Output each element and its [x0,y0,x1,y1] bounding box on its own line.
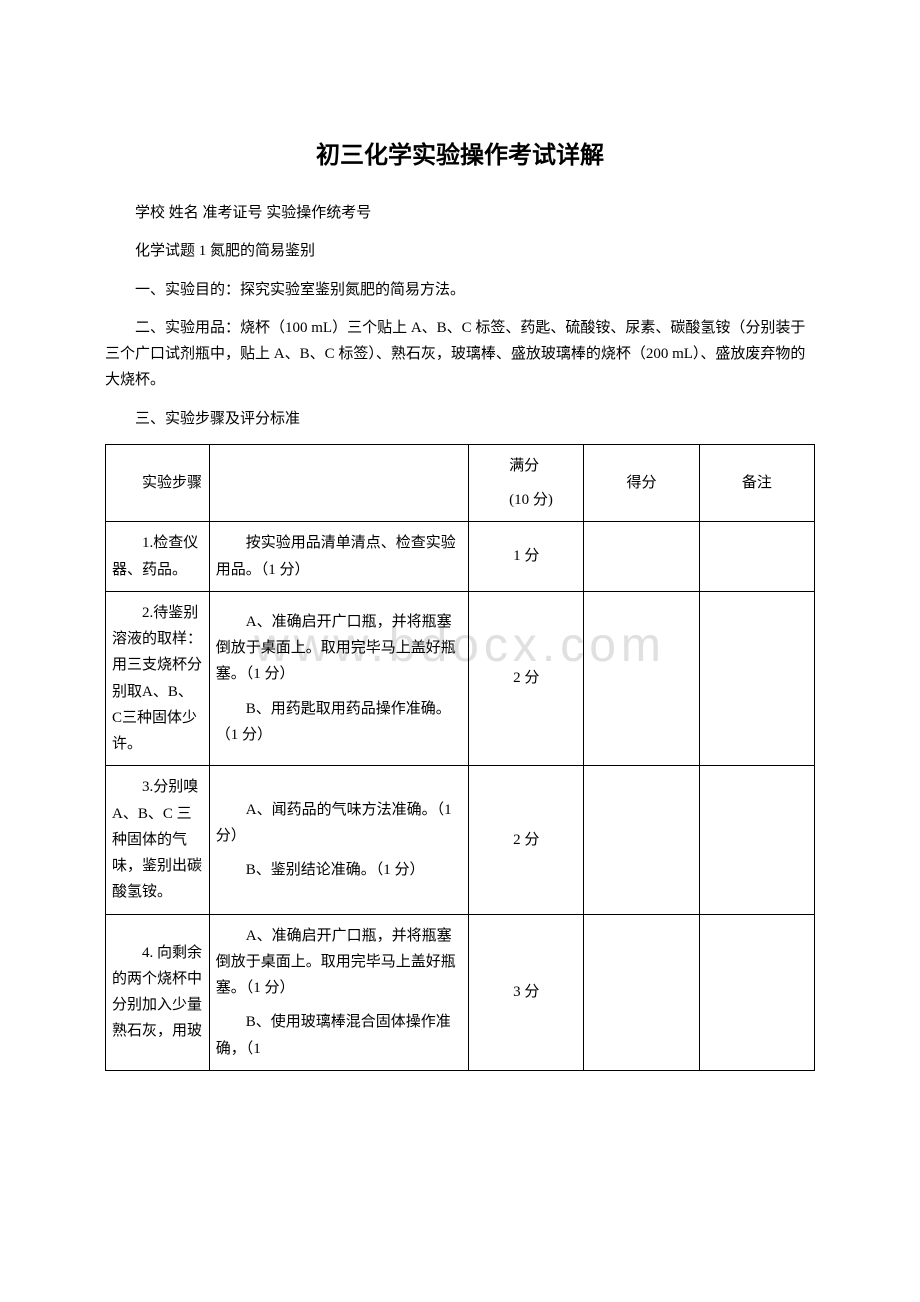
table-row: 1.检查仪器、药品。 按实验用品清单清点、检查实验用品。（1 分） 1 分 [106,522,815,592]
actual-cell [584,522,699,592]
table-row: 3.分别嗅 A、B、C 三种固体的气味，鉴别出碳酸氢铵。 A、闻药品的气味方法准… [106,766,815,914]
step-cell: 1.检查仪器、药品。 [106,522,210,592]
page-title: 初三化学实验操作考试详解 [105,135,815,170]
actual-cell [584,591,699,766]
step-cell: 4. 向剩余的两个烧杯中分别加入少量熟石灰，用玻 [106,914,210,1070]
subject-line: 化学试题 1 氮肥的简易鉴别 [105,238,815,264]
score-cell: 3 分 [469,914,584,1070]
section-materials: 二、实验用品：烧杯（100 mL）三个贴上 A、B、C 标签、药匙、硫酸铵、尿素… [105,315,815,394]
actual-cell [584,914,699,1070]
note-cell [699,766,814,914]
desc-cell: A、准确启开广口瓶，并将瓶塞倒放于桌面上。取用完毕马上盖好瓶塞。（1 分） B、… [209,591,468,766]
score-cell: 1 分 [469,522,584,592]
header-desc [209,444,468,522]
section-steps-header: 三、实验步骤及评分标准 [105,406,815,432]
table-row: 2.待鉴别溶液的取样：用三支烧杯分别取A、B、C三种固体少许。 A、准确启开广口… [106,591,815,766]
scoring-table: 实验步骤 满分 (10 分) 得分 备注 1.检查仪器、药品。 按实验用品清单清… [105,444,815,1071]
actual-cell [584,766,699,914]
note-cell [699,591,814,766]
header-actual-score: 得分 [584,444,699,522]
header-note: 备注 [699,444,814,522]
table-header-row: 实验步骤 满分 (10 分) 得分 备注 [106,444,815,522]
desc-cell: 按实验用品清单清点、检查实验用品。（1 分） [209,522,468,592]
table-row: 4. 向剩余的两个烧杯中分别加入少量熟石灰，用玻 A、准确启开广口瓶，并将瓶塞倒… [106,914,815,1070]
desc-cell: A、闻药品的气味方法准确。（1 分） B、鉴别结论准确。（1 分） [209,766,468,914]
meta-info: 学校 姓名 准考证号 实验操作统考号 [105,200,815,226]
score-cell: 2 分 [469,591,584,766]
desc-cell: A、准确启开广口瓶，并将瓶塞倒放于桌面上。取用完毕马上盖好瓶塞。（1 分） B、… [209,914,468,1070]
section-purpose: 一、实验目的：探究实验室鉴别氮肥的简易方法。 [105,277,815,303]
score-cell: 2 分 [469,766,584,914]
header-fullscore: 满分 (10 分) [469,444,584,522]
header-step: 实验步骤 [106,444,210,522]
note-cell [699,522,814,592]
step-cell: 3.分别嗅 A、B、C 三种固体的气味，鉴别出碳酸氢铵。 [106,766,210,914]
note-cell [699,914,814,1070]
step-cell: 2.待鉴别溶液的取样：用三支烧杯分别取A、B、C三种固体少许。 [106,591,210,766]
